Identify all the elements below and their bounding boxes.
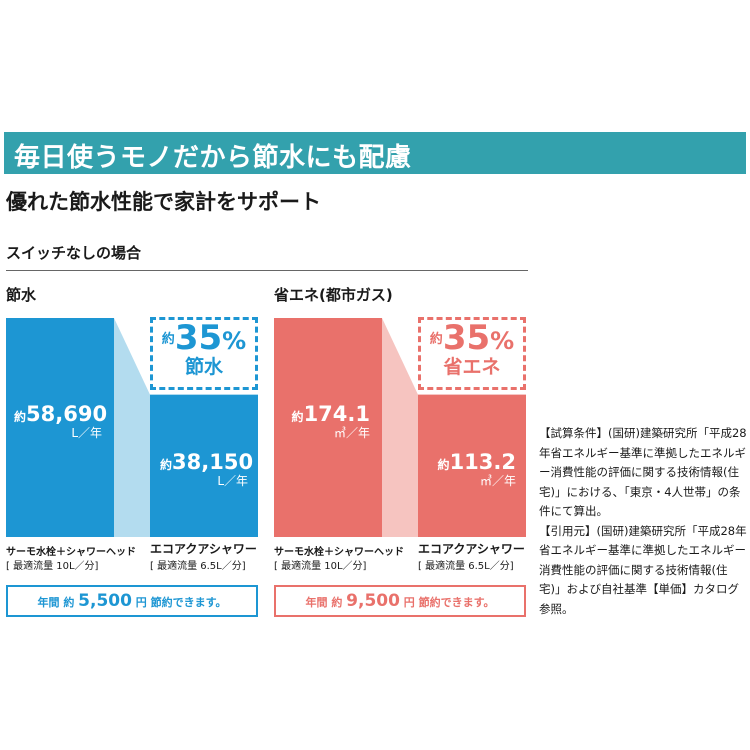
- water-before-unit: L／年: [71, 426, 102, 440]
- energy-chart-bars: [274, 318, 526, 537]
- water-before-label: 約58,690 L／年: [14, 402, 107, 441]
- energy-savings-box: 年間 約 9,500 円 節約できます。: [274, 585, 526, 617]
- water-before-value: 58,690: [26, 402, 108, 426]
- energy-savings-tail: 節約できます。: [414, 596, 495, 609]
- water-reduction-badge: 約35% 節水: [150, 317, 258, 390]
- energy-category-1-name: サーモ水栓＋シャワーヘッド: [274, 547, 404, 558]
- energy-category-1-flow: [ 最適流量 10L／分]: [274, 561, 367, 572]
- energy-reduction-percent: 35: [442, 318, 491, 358]
- header-banner: 毎日使うモノだから節水にも配慮: [4, 132, 746, 174]
- water-reduction-sign: %: [222, 327, 247, 355]
- energy-reduction-sign: %: [490, 327, 515, 355]
- water-savings-unit: 円: [135, 596, 147, 609]
- water-after-label: 約38,150 L／年: [160, 450, 253, 489]
- water-bar-before: [6, 318, 114, 537]
- water-after-unit: L／年: [217, 474, 248, 488]
- water-after-prefix: 約: [160, 458, 173, 472]
- water-connector: [114, 318, 150, 537]
- water-category-1-flow: [ 最適流量 10L／分]: [6, 561, 99, 572]
- water-chart-bars: [6, 318, 258, 537]
- energy-before-label: 約174.1 ㎥／年: [282, 402, 370, 441]
- energy-savings-unit: 円: [403, 596, 415, 609]
- water-savings-tail: 節約できます。: [146, 596, 227, 609]
- water-category-1-name: サーモ水栓＋シャワーヘッド: [6, 547, 136, 558]
- chart-title-energy: 省エネ(都市ガス): [274, 286, 393, 304]
- water-savings-lead: 年間 約: [37, 596, 79, 609]
- note-source: 【引用元】(国研)建築研究所「平成28年省エネルギー基準に準拠したエネルギー消費…: [539, 523, 747, 616]
- energy-connector: [382, 318, 418, 537]
- energy-category-2-name: エコアクアシャワー: [418, 542, 525, 556]
- section-label: スイッチなしの場合: [6, 244, 142, 262]
- chart-title-water: 節水: [6, 286, 37, 304]
- water-after-value: 38,150: [172, 450, 254, 474]
- energy-bar-before: [274, 318, 382, 537]
- energy-savings-amount: 9,500: [346, 591, 400, 611]
- energy-after-unit: ㎥／年: [479, 474, 516, 488]
- water-savings-box: 年間 約 5,500 円 節約できます。: [6, 585, 258, 617]
- energy-reduction-caption: 省エネ: [443, 356, 501, 378]
- water-before-prefix: 約: [14, 410, 27, 424]
- water-reduction-prefix: 約: [161, 332, 175, 347]
- water-category-2-flow: [ 最適流量 6.5L／分]: [150, 561, 246, 572]
- water-reduction-percent: 35: [174, 318, 223, 358]
- energy-after-value: 113.2: [449, 450, 516, 474]
- energy-reduction-badge: 約35% 省エネ: [418, 317, 526, 390]
- water-bar-after: [150, 394, 258, 537]
- water-category-2-name: エコアクアシャワー: [150, 542, 257, 556]
- section-divider: [6, 270, 528, 271]
- subtitle: 優れた節水性能で家計をサポート: [6, 190, 321, 214]
- calculation-notes: 【試算条件】(国研)建築研究所「平成28年省エネルギー基準に準拠したエネルギー消…: [539, 424, 747, 619]
- note-conditions: 【試算条件】(国研)建築研究所「平成28年省エネルギー基準に準拠したエネルギー消…: [539, 426, 747, 518]
- energy-reduction-prefix: 約: [429, 332, 443, 347]
- energy-before-unit: ㎥／年: [333, 426, 370, 440]
- energy-savings-lead: 年間 約: [305, 596, 347, 609]
- banner-title: 毎日使うモノだから節水にも配慮: [14, 143, 412, 173]
- energy-before-prefix: 約: [291, 410, 304, 424]
- energy-before-value: 174.1: [303, 402, 370, 426]
- energy-after-label: 約113.2 ㎥／年: [428, 450, 516, 489]
- water-savings-amount: 5,500: [78, 591, 132, 611]
- energy-category-2-flow: [ 最適流量 6.5L／分]: [418, 561, 514, 572]
- energy-after-prefix: 約: [437, 458, 450, 472]
- water-reduction-caption: 節水: [184, 356, 223, 378]
- energy-bar-after: [418, 394, 526, 537]
